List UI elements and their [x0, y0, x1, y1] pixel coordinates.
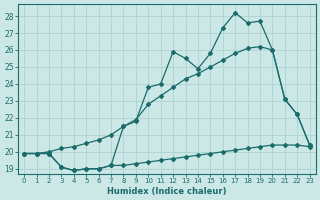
X-axis label: Humidex (Indice chaleur): Humidex (Indice chaleur) [107, 187, 227, 196]
